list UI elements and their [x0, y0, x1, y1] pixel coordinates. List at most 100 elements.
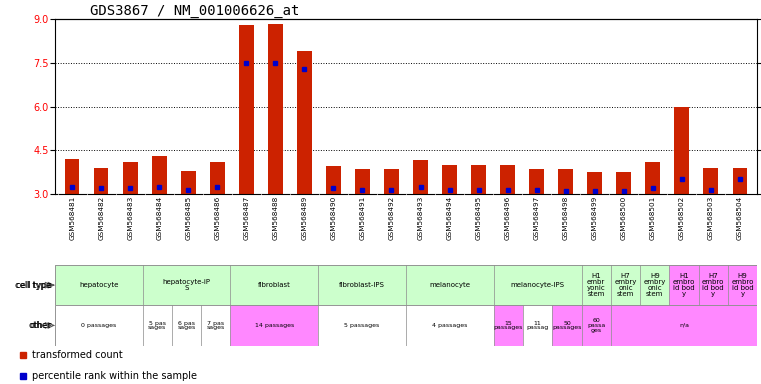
Text: 6 pas
sages: 6 pas sages — [177, 321, 196, 330]
Text: GSM568485: GSM568485 — [186, 195, 191, 240]
Bar — [406, 305, 494, 346]
Bar — [172, 305, 201, 346]
Text: percentile rank within the sample: percentile rank within the sample — [33, 371, 197, 381]
Text: GSM568501: GSM568501 — [650, 195, 656, 240]
Bar — [231, 265, 318, 305]
Text: hepatocyte-iP
S: hepatocyte-iP S — [163, 279, 211, 291]
Text: GDS3867 / NM_001006626_at: GDS3867 / NM_001006626_at — [90, 4, 299, 18]
Text: GSM568504: GSM568504 — [737, 195, 743, 240]
Bar — [611, 265, 640, 305]
Text: H1
embro
id bod
y: H1 embro id bod y — [673, 273, 696, 297]
Bar — [142, 265, 231, 305]
Bar — [674, 107, 689, 194]
Text: melanocyte-IPS: melanocyte-IPS — [511, 282, 565, 288]
Bar — [471, 165, 486, 194]
Text: GSM568489: GSM568489 — [301, 195, 307, 240]
Bar — [494, 305, 523, 346]
Bar — [181, 170, 196, 194]
Text: 4 passages: 4 passages — [432, 323, 467, 328]
Bar — [552, 305, 581, 346]
Bar — [55, 305, 142, 346]
Text: 5 passages: 5 passages — [345, 323, 380, 328]
Bar — [201, 305, 231, 346]
Bar — [268, 23, 282, 194]
Bar — [699, 265, 728, 305]
Bar — [413, 161, 428, 194]
Text: 7 pas
sages: 7 pas sages — [207, 321, 225, 330]
Bar — [645, 162, 660, 194]
Bar — [703, 168, 718, 194]
Bar — [523, 305, 552, 346]
Bar — [94, 168, 109, 194]
Bar — [55, 265, 142, 305]
Text: GSM568492: GSM568492 — [388, 195, 394, 240]
Text: GSM568498: GSM568498 — [562, 195, 568, 240]
Bar — [442, 165, 457, 194]
Bar — [530, 169, 544, 194]
Text: 60
passa
ges: 60 passa ges — [587, 318, 605, 333]
Text: GSM568497: GSM568497 — [533, 195, 540, 240]
Bar — [406, 265, 494, 305]
Text: cell type: cell type — [15, 281, 51, 290]
Text: GSM568494: GSM568494 — [447, 195, 453, 240]
Text: 11
passag: 11 passag — [527, 321, 549, 330]
Text: 0 passages: 0 passages — [81, 323, 116, 328]
Bar — [733, 168, 747, 194]
Bar — [494, 265, 581, 305]
Text: melanocyte: melanocyte — [429, 282, 470, 288]
Bar — [587, 172, 602, 194]
Text: 50
passages: 50 passages — [552, 321, 581, 330]
Text: GSM568502: GSM568502 — [679, 195, 685, 240]
Bar — [581, 305, 611, 346]
Text: other: other — [30, 321, 53, 330]
Bar — [581, 265, 611, 305]
Bar — [500, 165, 515, 194]
Bar — [728, 265, 757, 305]
Bar — [297, 51, 312, 194]
Text: fibroblast: fibroblast — [258, 282, 291, 288]
Bar — [210, 162, 224, 194]
Bar — [640, 265, 670, 305]
Bar — [152, 156, 167, 194]
Text: GSM568500: GSM568500 — [621, 195, 626, 240]
Bar — [318, 305, 406, 346]
Text: transformed count: transformed count — [33, 350, 123, 360]
Text: other: other — [28, 321, 51, 330]
Text: GSM568487: GSM568487 — [244, 195, 250, 240]
Text: GSM568491: GSM568491 — [359, 195, 365, 240]
Bar — [611, 305, 757, 346]
Text: GSM568484: GSM568484 — [156, 195, 162, 240]
Bar — [318, 265, 406, 305]
Text: H7
embro
id bod
y: H7 embro id bod y — [702, 273, 724, 297]
Text: GSM568490: GSM568490 — [330, 195, 336, 240]
Text: cell type: cell type — [16, 281, 53, 290]
Text: GSM568496: GSM568496 — [505, 195, 511, 240]
Bar — [355, 169, 370, 194]
Bar — [231, 305, 318, 346]
Text: 5 pas
sages: 5 pas sages — [148, 321, 167, 330]
Text: 14 passages: 14 passages — [255, 323, 294, 328]
Text: H9
embry
onic
stem: H9 embry onic stem — [644, 273, 666, 297]
Bar — [559, 169, 573, 194]
Text: GSM568482: GSM568482 — [98, 195, 104, 240]
Text: GSM568503: GSM568503 — [708, 195, 714, 240]
Bar — [616, 172, 631, 194]
Text: GSM568486: GSM568486 — [215, 195, 221, 240]
Text: H1
embr
yonic
stem: H1 embr yonic stem — [587, 273, 606, 297]
Bar — [123, 162, 138, 194]
Text: GSM568493: GSM568493 — [418, 195, 424, 240]
Bar — [239, 25, 253, 194]
Text: H9
embro
id bod
y: H9 embro id bod y — [731, 273, 753, 297]
Bar — [384, 169, 399, 194]
Text: n/a: n/a — [679, 323, 689, 328]
Text: GSM568483: GSM568483 — [127, 195, 133, 240]
Bar — [65, 159, 79, 194]
Text: GSM568481: GSM568481 — [69, 195, 75, 240]
Text: fibroblast-IPS: fibroblast-IPS — [339, 282, 385, 288]
Text: 15
passages: 15 passages — [494, 321, 523, 330]
Bar — [142, 305, 172, 346]
Text: hepatocyte: hepatocyte — [79, 282, 119, 288]
Text: GSM568488: GSM568488 — [272, 195, 279, 240]
Text: GSM568495: GSM568495 — [476, 195, 482, 240]
Bar — [326, 166, 341, 194]
